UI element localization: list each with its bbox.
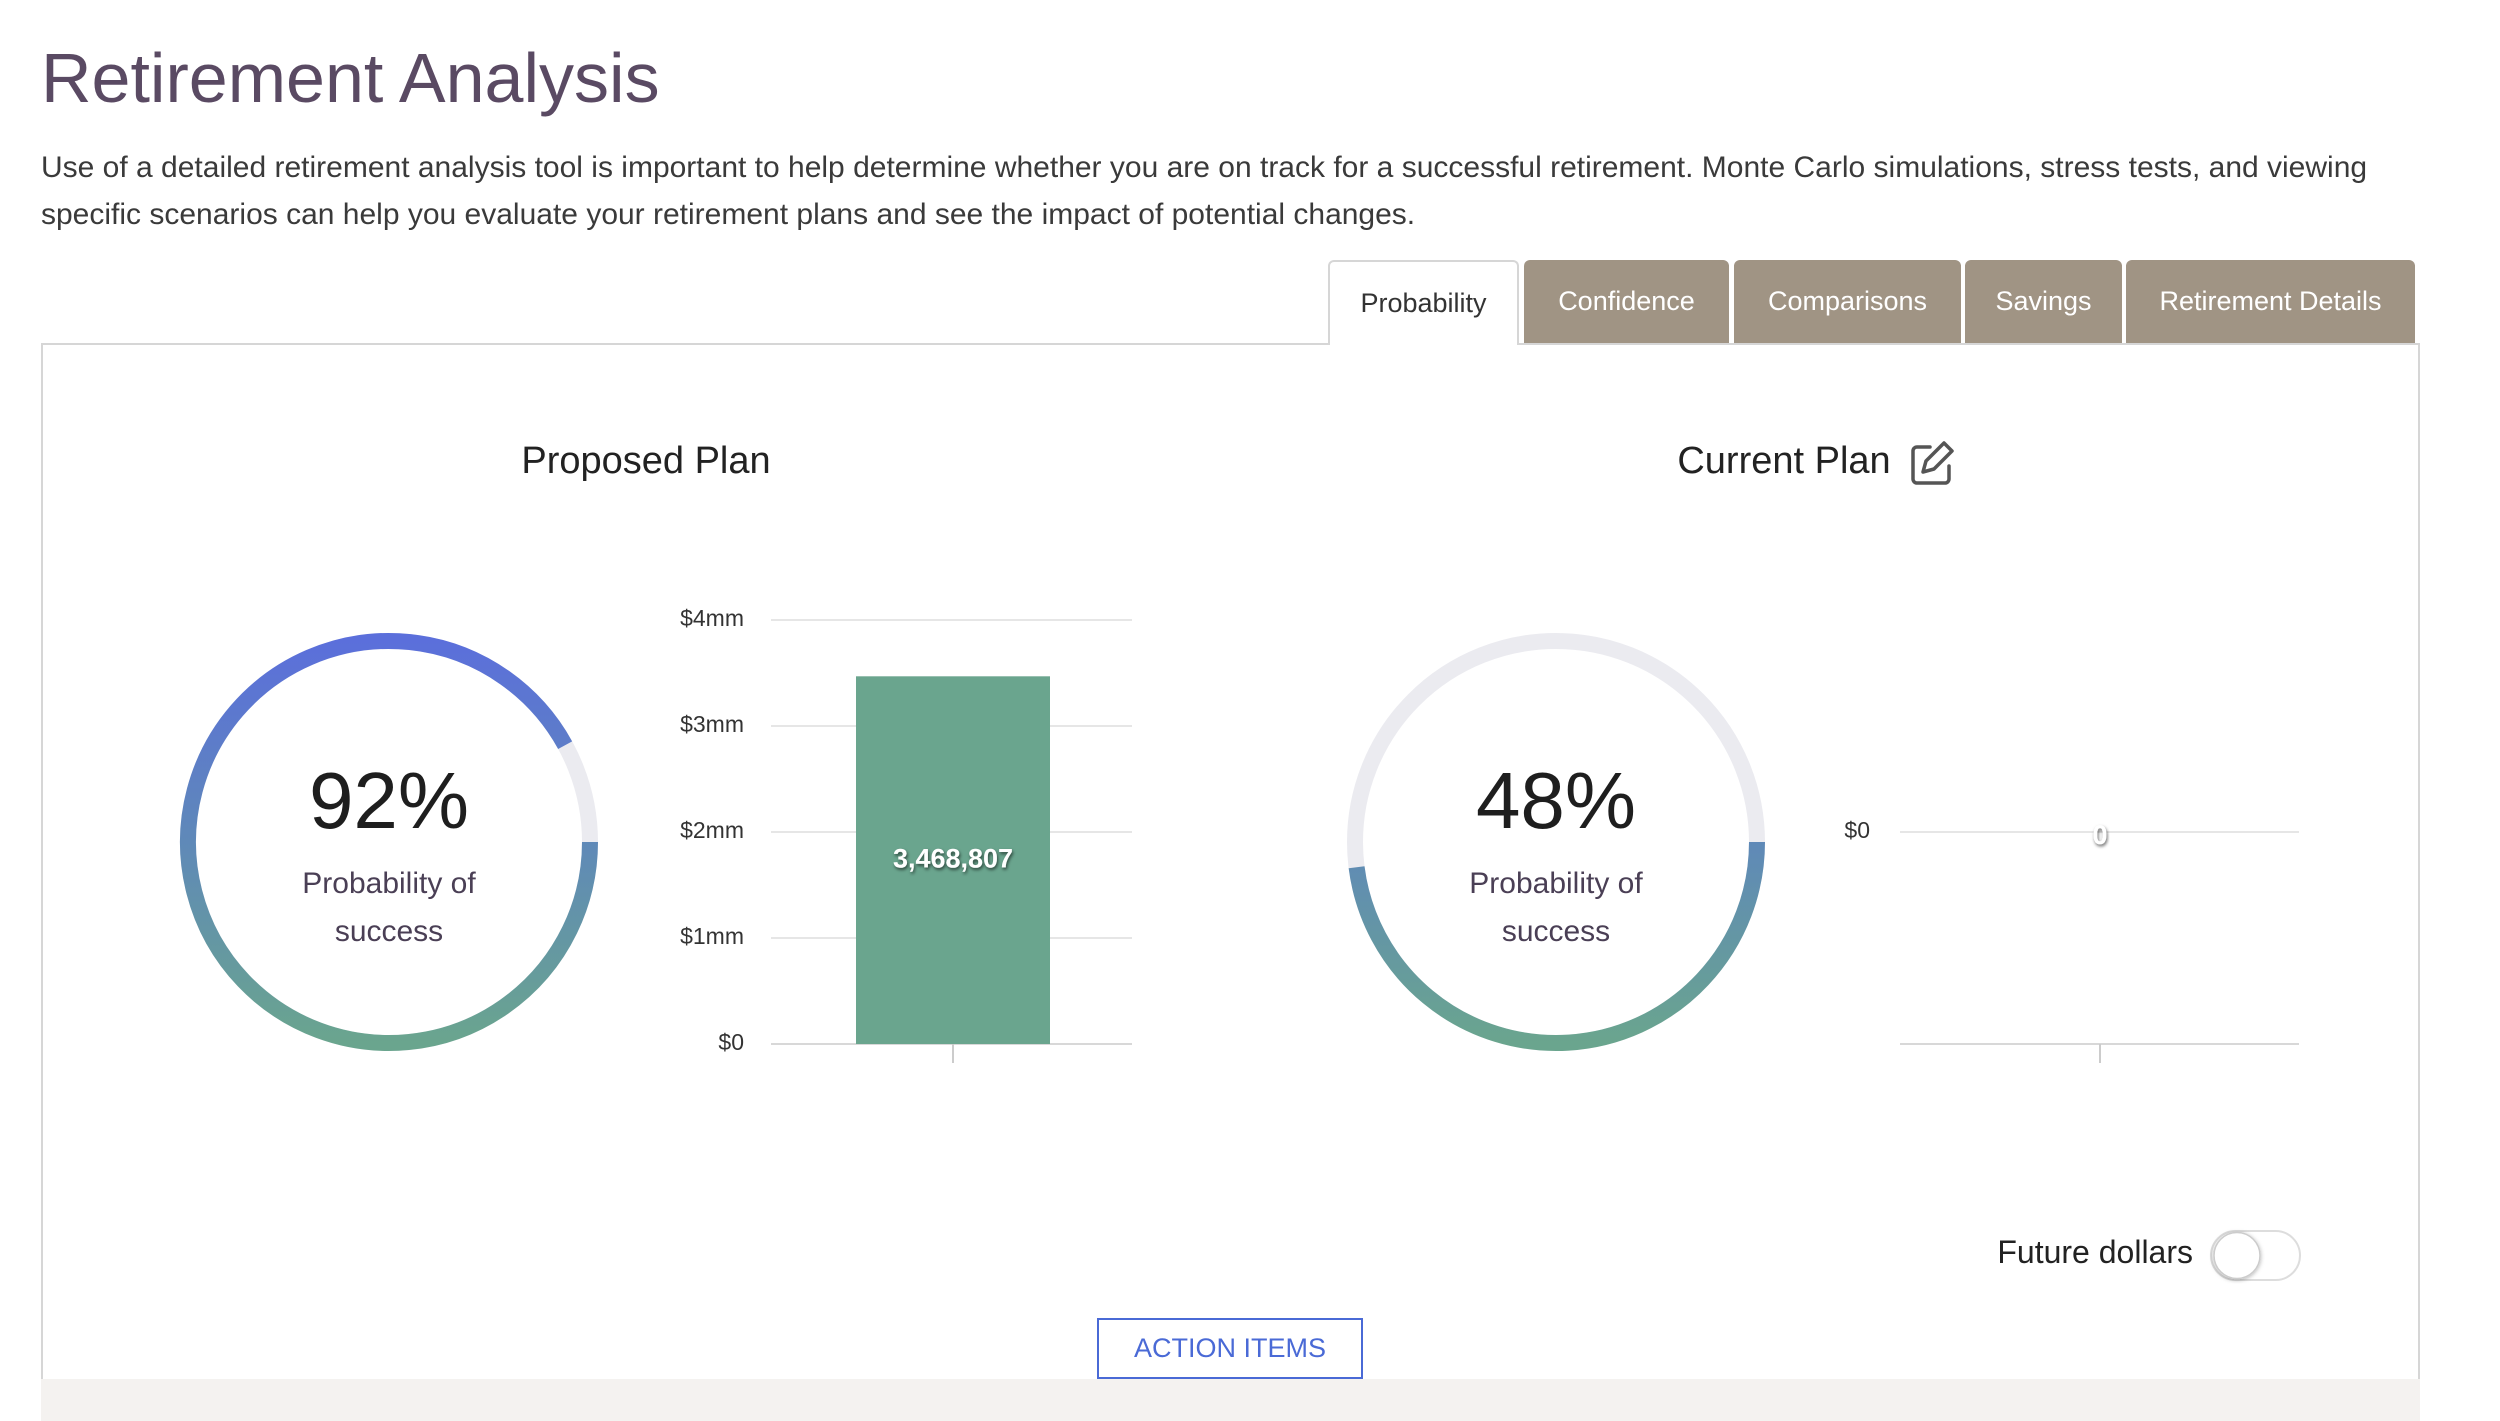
footer-strip <box>41 1379 2420 1421</box>
page-title: Retirement Analysis <box>41 39 660 117</box>
bar <box>856 676 1050 1044</box>
gauge-caption: Probability of success <box>302 867 476 948</box>
toggle[interactable] <box>2210 1230 2301 1281</box>
action-button[interactable]: ACTION ITEMS <box>1097 1318 1363 1379</box>
plan-title: Proposed Plan <box>521 440 771 482</box>
tab[interactable]: Retirement Details <box>2126 260 2415 343</box>
gauge-caption: Probability of success <box>1469 867 1643 948</box>
tab[interactable]: Confidence <box>1524 260 1729 343</box>
tab[interactable]: Probability <box>1328 260 1519 345</box>
y-tick-label: $0 <box>718 1029 744 1055</box>
edit-icon[interactable] <box>1911 441 1954 485</box>
description: Use of a detailed retirement analysis to… <box>41 151 2368 231</box>
y-tick-label: $0 <box>1844 817 1870 843</box>
tab[interactable]: Savings <box>1965 260 2122 343</box>
gauge-arc <box>180 633 598 1051</box>
tab[interactable]: Comparisons <box>1734 260 1961 343</box>
gauge-value: 48% <box>1475 756 1637 845</box>
gauge-value: 92% <box>308 756 470 845</box>
y-tick-label: $3mm <box>680 711 744 737</box>
gauge-arc <box>1348 841 1765 1052</box>
data-label: 0 <box>2092 820 2107 850</box>
plan-title: Current Plan <box>1677 440 1891 482</box>
y-tick-label: $4mm <box>680 605 744 631</box>
y-tick-label: $2mm <box>680 817 744 843</box>
toggle-label: Future dollars <box>1997 1234 2193 1270</box>
y-tick-label: $1mm <box>680 923 744 949</box>
data-label: 3,468,807 <box>893 843 1013 873</box>
